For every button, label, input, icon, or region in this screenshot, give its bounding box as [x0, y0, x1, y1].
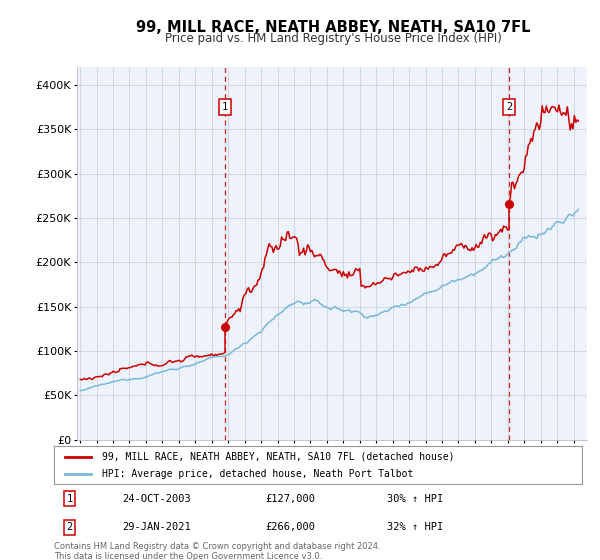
Text: HPI: Average price, detached house, Neath Port Talbot: HPI: Average price, detached house, Neat… — [101, 469, 413, 479]
Text: 24-OCT-2003: 24-OCT-2003 — [122, 493, 191, 503]
Text: 1: 1 — [222, 102, 228, 112]
Text: 99, MILL RACE, NEATH ABBEY, NEATH, SA10 7FL: 99, MILL RACE, NEATH ABBEY, NEATH, SA10 … — [136, 20, 530, 35]
Text: 2: 2 — [506, 102, 512, 112]
Text: 29-JAN-2021: 29-JAN-2021 — [122, 522, 191, 533]
Text: 2: 2 — [67, 522, 73, 533]
Text: 99, MILL RACE, NEATH ABBEY, NEATH, SA10 7FL (detached house): 99, MILL RACE, NEATH ABBEY, NEATH, SA10 … — [101, 451, 454, 461]
Text: £127,000: £127,000 — [265, 493, 315, 503]
Text: Contains HM Land Registry data © Crown copyright and database right 2024.
This d: Contains HM Land Registry data © Crown c… — [54, 542, 380, 560]
Text: 32% ↑ HPI: 32% ↑ HPI — [386, 522, 443, 533]
Text: 30% ↑ HPI: 30% ↑ HPI — [386, 493, 443, 503]
Text: Price paid vs. HM Land Registry's House Price Index (HPI): Price paid vs. HM Land Registry's House … — [164, 32, 502, 45]
Text: £266,000: £266,000 — [265, 522, 315, 533]
Text: 1: 1 — [67, 493, 73, 503]
